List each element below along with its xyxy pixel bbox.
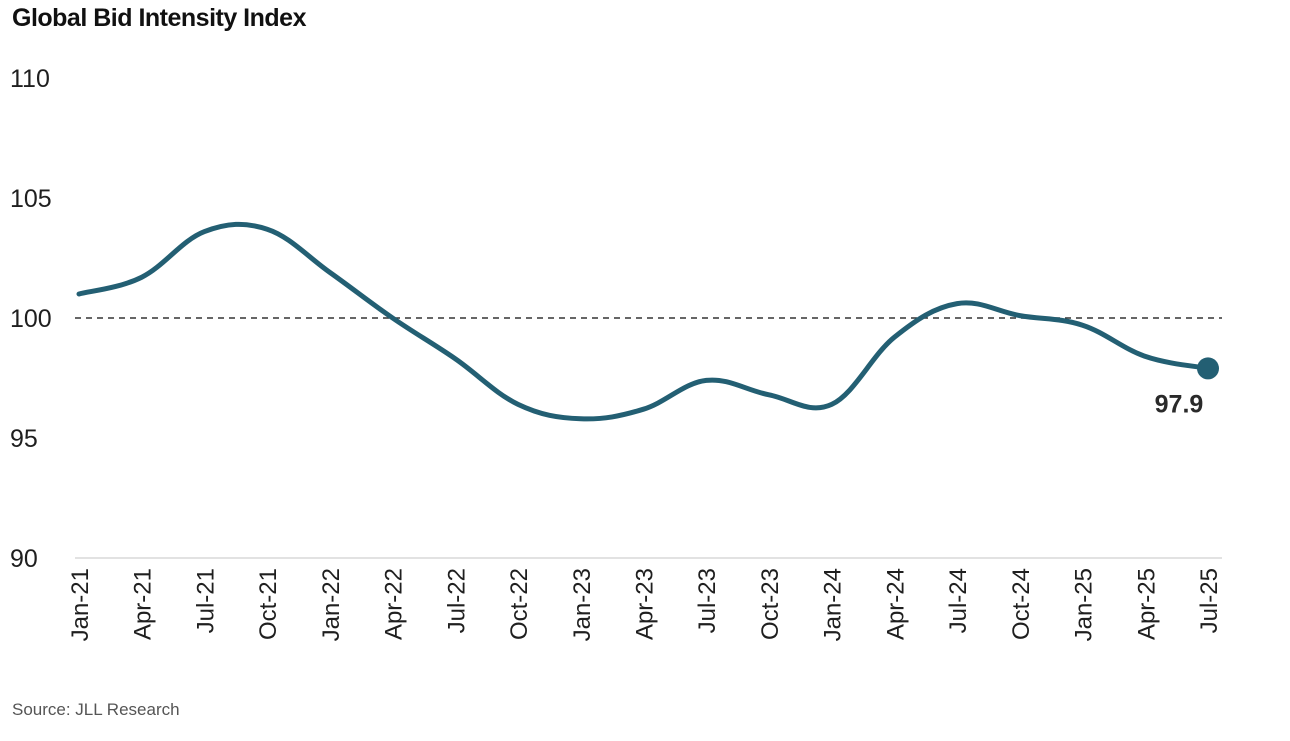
y-tick-label: 110	[10, 65, 50, 93]
x-tick-label: Jan-22	[318, 568, 345, 641]
y-axis: 90 95 100 105 110	[10, 65, 52, 573]
last-point-label: 97.9	[1155, 390, 1204, 418]
y-tick-label: 100	[10, 305, 52, 333]
x-tick-label: Jul-25	[1196, 568, 1223, 633]
x-tick-label: Apr-24	[882, 568, 909, 640]
x-tick-label: Apr-22	[381, 568, 408, 640]
last-point-marker	[1197, 357, 1219, 380]
y-tick-label: 90	[10, 545, 38, 573]
x-tick-label: Apr-25	[1133, 568, 1160, 640]
x-tick-label: Oct-21	[255, 568, 282, 640]
x-tick-label: Jan-25	[1071, 568, 1098, 641]
x-tick-label: Apr-23	[632, 568, 659, 640]
x-tick-label: Jul-22	[443, 568, 470, 633]
x-tick-label: Jan-23	[569, 568, 596, 641]
x-tick-label: Oct-24	[1008, 568, 1035, 640]
series-line	[76, 221, 1211, 422]
x-axis: Jan-21 Apr-21 Jul-21 Oct-21 Jan-22 Apr-22 Jul-…	[67, 568, 1223, 641]
x-tick-label: Apr-21	[130, 568, 157, 640]
x-tick-label: Jan-21	[67, 568, 94, 641]
x-tick-label: Jul-23	[694, 568, 721, 633]
source-note: Source: JLL Research	[12, 700, 180, 719]
x-tick-label: Oct-23	[757, 568, 784, 640]
x-tick-label: Jul-24	[945, 568, 972, 633]
y-tick-label: 95	[10, 425, 38, 453]
x-tick-label: Jan-24	[820, 568, 847, 641]
x-tick-label: Oct-22	[506, 568, 533, 640]
chart-title: Global Bid Intensity Index	[12, 4, 306, 32]
y-tick-label: 105	[10, 185, 52, 213]
x-tick-label: Jul-21	[192, 568, 219, 633]
